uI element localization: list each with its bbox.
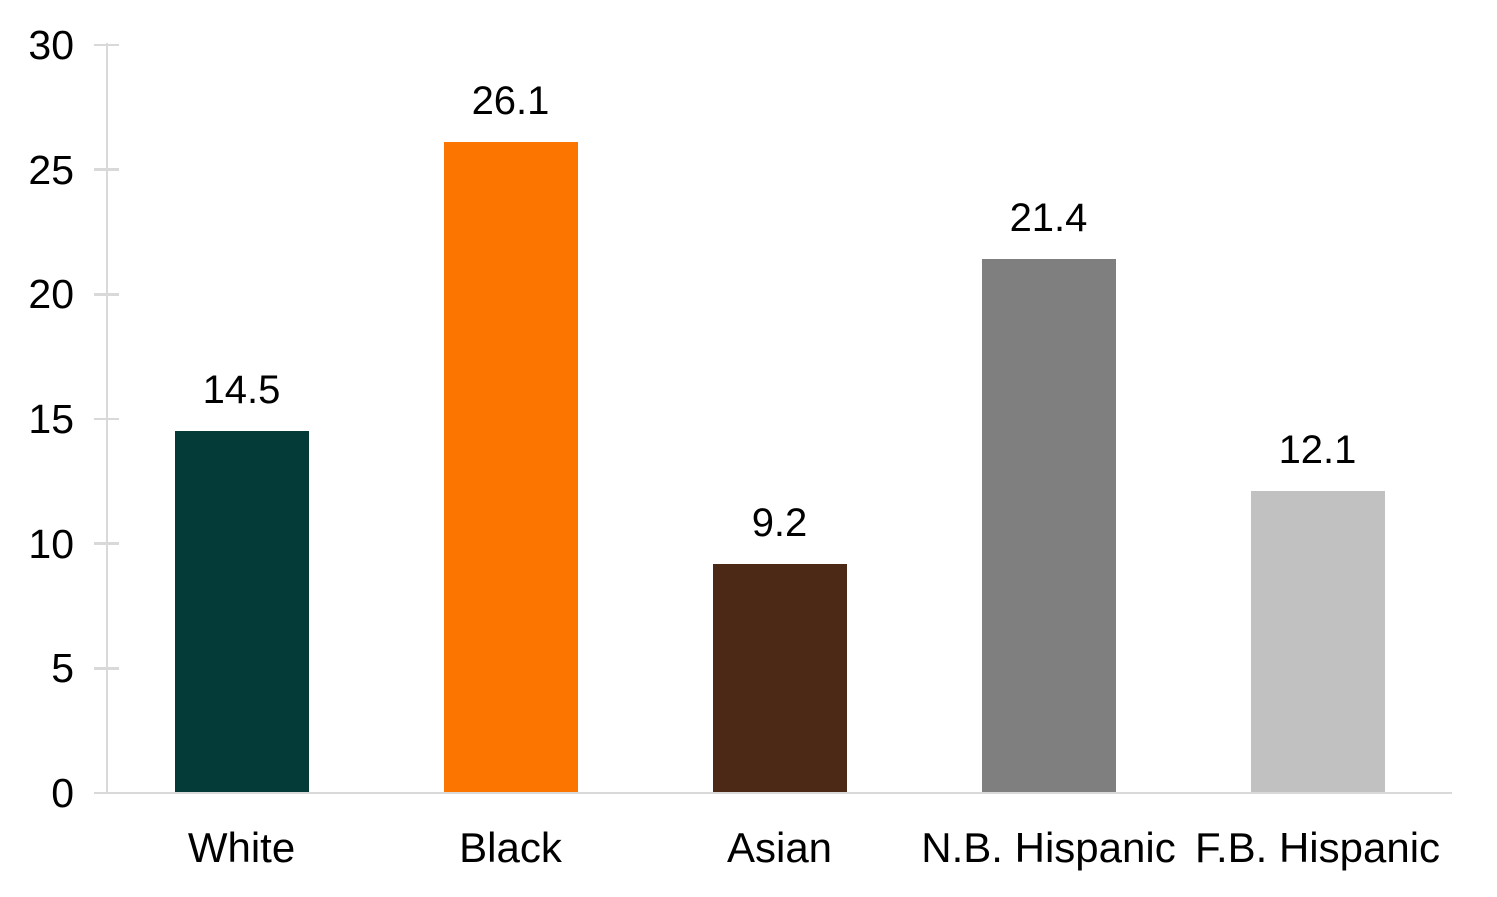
y-tick-label: 0: [51, 770, 74, 816]
y-tick-label: 10: [28, 520, 74, 567]
y-tick-mark: [94, 667, 119, 670]
y-tick-label: 5: [51, 645, 74, 692]
y-tick-label: 30: [28, 22, 74, 68]
y-tick-mark: [94, 417, 119, 421]
x-axis-line: [94, 791, 1452, 795]
y-tick-label: 20: [28, 271, 74, 318]
y-tick-mark: [94, 43, 119, 47]
y-tick-label: 15: [28, 396, 74, 442]
bar-black: [443, 142, 578, 793]
y-tick-mark: [94, 542, 119, 545]
value-label-asian: 9.2: [751, 500, 808, 545]
y-tick-mark: [94, 168, 119, 171]
y-tick-label: 25: [28, 146, 74, 193]
y-tick-mark: [94, 293, 119, 296]
value-label-white: 14.5: [202, 368, 281, 413]
category-label-black: Black: [459, 824, 562, 871]
value-label-n-b-hispanic: 21.4: [1009, 196, 1088, 241]
category-label-white: White: [187, 824, 296, 871]
bar-white: [174, 431, 309, 793]
bar-n-b-hispanic: [981, 259, 1116, 793]
bar-asian: [712, 563, 847, 793]
category-label-asian: Asian: [726, 824, 833, 871]
category-label-f-b-hispanic: F.B. Hispanic: [1194, 824, 1441, 871]
bar-f-b-hispanic: [1250, 491, 1385, 793]
value-label-f-b-hispanic: 12.1: [1278, 428, 1357, 473]
category-label-n-b-hispanic: N.B. Hispanic: [921, 824, 1176, 871]
value-label-black: 26.1: [471, 79, 550, 124]
